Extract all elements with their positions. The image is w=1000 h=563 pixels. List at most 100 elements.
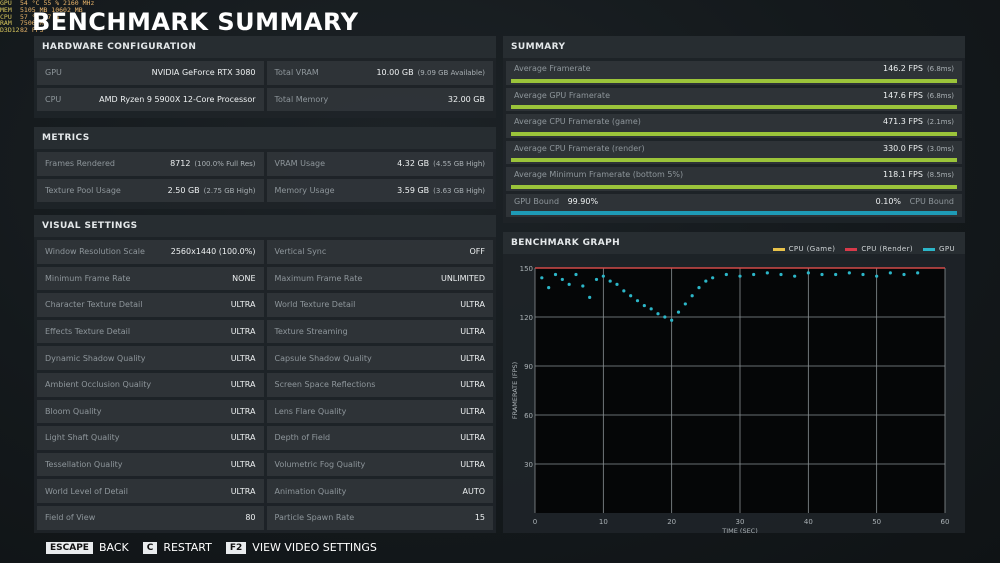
setting-tessellation-quality: Tessellation Quality ULTRA xyxy=(37,452,264,477)
setting-label: Effects Texture Detail xyxy=(45,327,131,337)
legend-swatch xyxy=(923,247,936,251)
setting-value-main: UNLIMITED xyxy=(440,273,485,283)
gpu-point xyxy=(581,284,585,288)
summary-value-main: 471.3 FPS xyxy=(882,117,923,126)
setting-cpu: CPU AMD Ryzen 9 5900X 12-Core Processor xyxy=(37,87,264,112)
visual-settings-heading: VISUAL SETTINGS xyxy=(34,215,496,237)
setting-value: AMD Ryzen 9 5900X 12-Core Processor xyxy=(99,95,255,104)
overlay-value: 57 °C 47 % xyxy=(20,12,60,21)
gpu-point xyxy=(594,277,599,282)
gpu-point xyxy=(588,295,592,299)
gpu-point xyxy=(875,274,879,278)
performance-overlay: GPU 54 °C 55 % 2160 MHz MEM 5105 MB 10602 M… xyxy=(0,0,110,34)
setting-label: Texture Pool Usage xyxy=(45,185,121,195)
bound-row: GPU Bound 99.90% 0.10% CPU Bound xyxy=(506,193,962,217)
setting-value: ULTRA xyxy=(231,407,256,416)
gpu-point xyxy=(861,272,865,277)
setting-label: Total Memory xyxy=(274,94,329,104)
setting-window-resolution-scale: Window Resolution Scale 2560x1440 (100.0%… xyxy=(37,240,264,264)
setting-value: ULTRA xyxy=(231,300,256,309)
bound-bar xyxy=(511,211,957,215)
setting-value: 8712 (100.0% Full Res) xyxy=(170,159,255,168)
setting-value: NVIDIA GeForce RTX 3080 xyxy=(152,68,256,77)
setting-value-main: ULTRA xyxy=(230,327,256,337)
footer-view-video-settings-button[interactable]: F2 VIEW VIDEO SETTINGS xyxy=(225,541,377,554)
summary-value: 471.3 FPS (2.1ms) xyxy=(883,117,954,126)
gpu-point xyxy=(752,272,756,277)
setting-label: Field of View xyxy=(45,513,96,523)
overlay-key: GPU xyxy=(0,0,12,7)
hardware-panel: HARDWARE CONFIGURATION GPU NVIDIA GeForce… xyxy=(34,36,496,118)
footer-restart-button[interactable]: C RESTART xyxy=(142,541,212,554)
setting-label: Total VRAM xyxy=(274,68,319,78)
gpu-point xyxy=(622,289,626,293)
setting-value-sub: (2.75 GB High) xyxy=(203,186,256,195)
setting-capsule-shadow-quality: Capsule Shadow Quality ULTRA xyxy=(266,346,493,370)
overlay-row: CPU 57 °C 47 % xyxy=(0,12,110,21)
gpu-point xyxy=(635,299,640,303)
setting-light-shaft-quality: Light Shaft Quality ULTRA xyxy=(37,426,264,450)
setting-label: Vertical Sync xyxy=(274,247,327,257)
setting-value: ULTRA xyxy=(231,433,256,442)
setting-value-main: AMD Ryzen 9 5900X 12-Core Processor xyxy=(99,94,256,104)
gpu-point xyxy=(642,303,646,308)
setting-value: ULTRA xyxy=(460,460,485,469)
gpu-point xyxy=(690,294,694,298)
gpu-point xyxy=(601,274,605,278)
summary-value-main: 147.6 FPS xyxy=(882,90,923,100)
setting-label: Particle Spawn Rate xyxy=(274,513,355,523)
setting-bloom-quality: Bloom Quality ULTRA xyxy=(37,399,264,424)
setting-value: AUTO xyxy=(462,487,485,496)
setting-value-main: 8712 xyxy=(170,159,191,169)
setting-screen-space-reflections: Screen Space Reflections ULTRA xyxy=(266,372,493,397)
summary-bar xyxy=(511,105,957,109)
legend-cpu-game: CPU (Game) xyxy=(772,238,836,260)
setting-total-vram: Total VRAM 10.00 GB (9.09 GB Available) xyxy=(266,61,493,85)
y-axis-label: FRAMERATE (FPS) xyxy=(511,362,519,419)
summary-value-main: 146.2 FPS xyxy=(882,64,923,73)
setting-dynamic-shadow-quality: Dynamic Shadow Quality ULTRA xyxy=(37,346,264,370)
summary-label: Average CPU Framerate (render) xyxy=(514,143,645,153)
setting-value: ULTRA xyxy=(231,380,256,389)
setting-value-sub: (9.09 GB Available) xyxy=(417,69,485,78)
gpu-point xyxy=(820,272,824,277)
summary-bar xyxy=(511,158,957,162)
summary-average-cpu-framerate-render: Average CPU Framerate (render) 330.0 FPS(… xyxy=(506,140,962,164)
y-tick-label: 60 xyxy=(524,412,533,420)
graph-title: BENCHMARK GRAPH xyxy=(511,238,621,248)
overlay-key: D3D12 xyxy=(0,26,20,35)
footer-back-button[interactable]: ESCAPE BACK xyxy=(46,541,129,554)
setting-value: ULTRA xyxy=(460,407,485,416)
key-badge: F2 xyxy=(225,541,247,554)
summary-average-cpu-framerate-game: Average CPU Framerate (game) 471.3 FPS (2.… xyxy=(506,114,962,138)
setting-vertical-sync: Vertical Sync OFF xyxy=(266,240,493,264)
graph-legend: CPU (Game) CPU (Render) GPU xyxy=(772,238,955,260)
setting-value-main: ULTRA xyxy=(230,433,256,443)
gpu-point xyxy=(608,279,612,283)
summary-value-main: 118.1 FPS xyxy=(882,170,923,179)
gpu-point xyxy=(779,272,783,277)
setting-value: ULTRA xyxy=(460,433,485,442)
graph-heading: BENCHMARK GRAPH CPU (Game) CPU (Render) GP… xyxy=(503,232,965,254)
setting-label: Animation Quality xyxy=(274,486,347,496)
setting-value: ULTRA xyxy=(231,327,256,336)
gpu-point xyxy=(916,271,920,275)
setting-value: ULTRA xyxy=(231,354,256,363)
setting-memory-usage: Memory Usage 3.59 GB (3.63 GB High) xyxy=(266,178,493,203)
summary-value-main: 330.0 FPS xyxy=(882,143,923,153)
summary-average-gpu-framerate: Average GPU Framerate 147.6 FPS (6.8ms) xyxy=(506,87,962,111)
overlay-value: 7506 MB xyxy=(20,19,48,28)
summary-rows: Average Framerate 146.2 FPS (6.8ms) Average… xyxy=(503,61,965,191)
gpu-bound-label: GPU Bound xyxy=(514,196,560,206)
overlay-row: D3D12 82 FPS xyxy=(0,27,110,34)
key-badge: C xyxy=(142,541,158,554)
x-tick-label: 40 xyxy=(804,518,813,526)
cpu-bound-label: CPU Bound xyxy=(909,196,954,206)
setting-value-main: 2560x1440 (100.0%) xyxy=(170,247,256,257)
gpu-point xyxy=(547,286,551,290)
gpu-point xyxy=(656,312,660,316)
legend-swatch xyxy=(845,247,858,251)
setting-world-texture-detail: World Texture Detail ULTRA xyxy=(266,293,493,317)
setting-label: Character Texture Detail xyxy=(45,300,143,310)
legend-cpu-render: CPU (Render) xyxy=(845,238,913,260)
